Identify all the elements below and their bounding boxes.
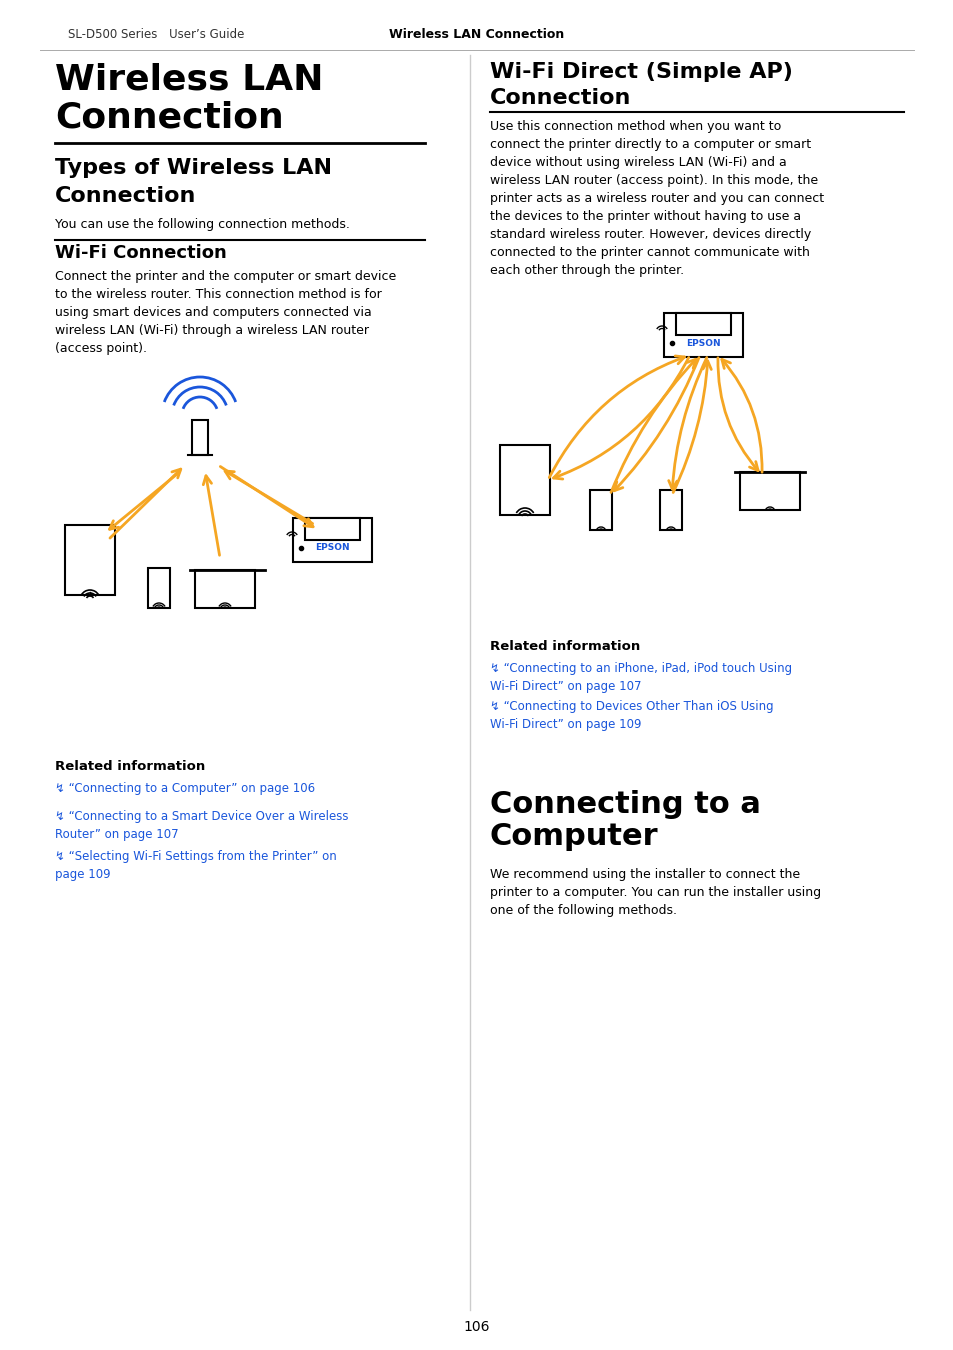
Text: Wi-Fi Direct (Simple AP): Wi-Fi Direct (Simple AP) <box>490 62 792 82</box>
Text: Use this connection method when you want to
connect the printer directly to a co: Use this connection method when you want… <box>490 120 823 277</box>
Text: SL-D500 Series User’s Guide: SL-D500 Series User’s Guide <box>68 28 244 40</box>
Text: Wi-Fi Connection: Wi-Fi Connection <box>55 244 227 262</box>
Text: Wireless LAN Connection: Wireless LAN Connection <box>389 28 564 40</box>
Text: We recommend using the installer to connect the
printer to a computer. You can r: We recommend using the installer to conn… <box>490 868 821 917</box>
FancyBboxPatch shape <box>192 420 208 455</box>
FancyBboxPatch shape <box>194 570 254 608</box>
Text: ↯ “Connecting to Devices Other Than iOS Using
Wi-Fi Direct” on page 109: ↯ “Connecting to Devices Other Than iOS … <box>490 701 773 730</box>
Text: Connecting to a: Connecting to a <box>490 790 760 819</box>
Text: Connection: Connection <box>55 186 196 207</box>
Text: Related information: Related information <box>55 760 205 774</box>
Text: ↯ “Selecting Wi-Fi Settings from the Printer” on
page 109: ↯ “Selecting Wi-Fi Settings from the Pri… <box>55 850 336 882</box>
Text: Wireless LAN: Wireless LAN <box>55 62 323 96</box>
Text: Types of Wireless LAN: Types of Wireless LAN <box>55 158 332 178</box>
Text: ↯ “Connecting to a Computer” on page 106: ↯ “Connecting to a Computer” on page 106 <box>55 782 314 795</box>
Text: Connection: Connection <box>490 88 631 108</box>
FancyBboxPatch shape <box>659 490 681 531</box>
FancyBboxPatch shape <box>305 518 359 540</box>
Text: 106: 106 <box>463 1320 490 1334</box>
FancyBboxPatch shape <box>65 525 115 595</box>
Text: Connect the printer and the computer or smart device
to the wireless router. Thi: Connect the printer and the computer or … <box>55 270 395 355</box>
Text: ↯ “Connecting to a Smart Device Over a Wireless
Router” on page 107: ↯ “Connecting to a Smart Device Over a W… <box>55 810 348 841</box>
Text: EPSON: EPSON <box>685 339 720 347</box>
FancyBboxPatch shape <box>589 490 612 531</box>
Text: Related information: Related information <box>490 640 639 653</box>
Text: Connection: Connection <box>55 100 283 134</box>
FancyBboxPatch shape <box>293 518 372 562</box>
FancyBboxPatch shape <box>740 472 800 510</box>
Text: You can use the following connection methods.: You can use the following connection met… <box>55 217 350 231</box>
FancyBboxPatch shape <box>499 446 550 514</box>
Text: Computer: Computer <box>490 822 658 850</box>
FancyBboxPatch shape <box>676 313 730 335</box>
FancyBboxPatch shape <box>663 313 742 356</box>
FancyBboxPatch shape <box>148 568 170 608</box>
Text: EPSON: EPSON <box>314 544 349 552</box>
Text: ↯ “Connecting to an iPhone, iPad, iPod touch Using
Wi-Fi Direct” on page 107: ↯ “Connecting to an iPhone, iPad, iPod t… <box>490 662 791 693</box>
